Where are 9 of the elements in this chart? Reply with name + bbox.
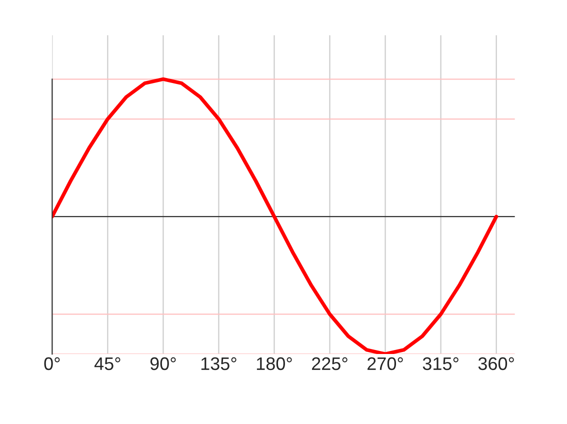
x-tick-label: 135°	[201, 357, 236, 370]
x-tick-label: 180°	[256, 357, 292, 370]
x-tick-label: 315°	[422, 357, 458, 370]
x-tick-label: 90°	[150, 357, 176, 370]
x-tick-label: 360°	[478, 357, 514, 370]
x-tick-label: 270°	[368, 357, 403, 370]
x-tick-label: 0°	[44, 357, 60, 370]
x-tick-label: 45°	[94, 357, 120, 370]
x-tick-label: 225°	[312, 357, 348, 370]
